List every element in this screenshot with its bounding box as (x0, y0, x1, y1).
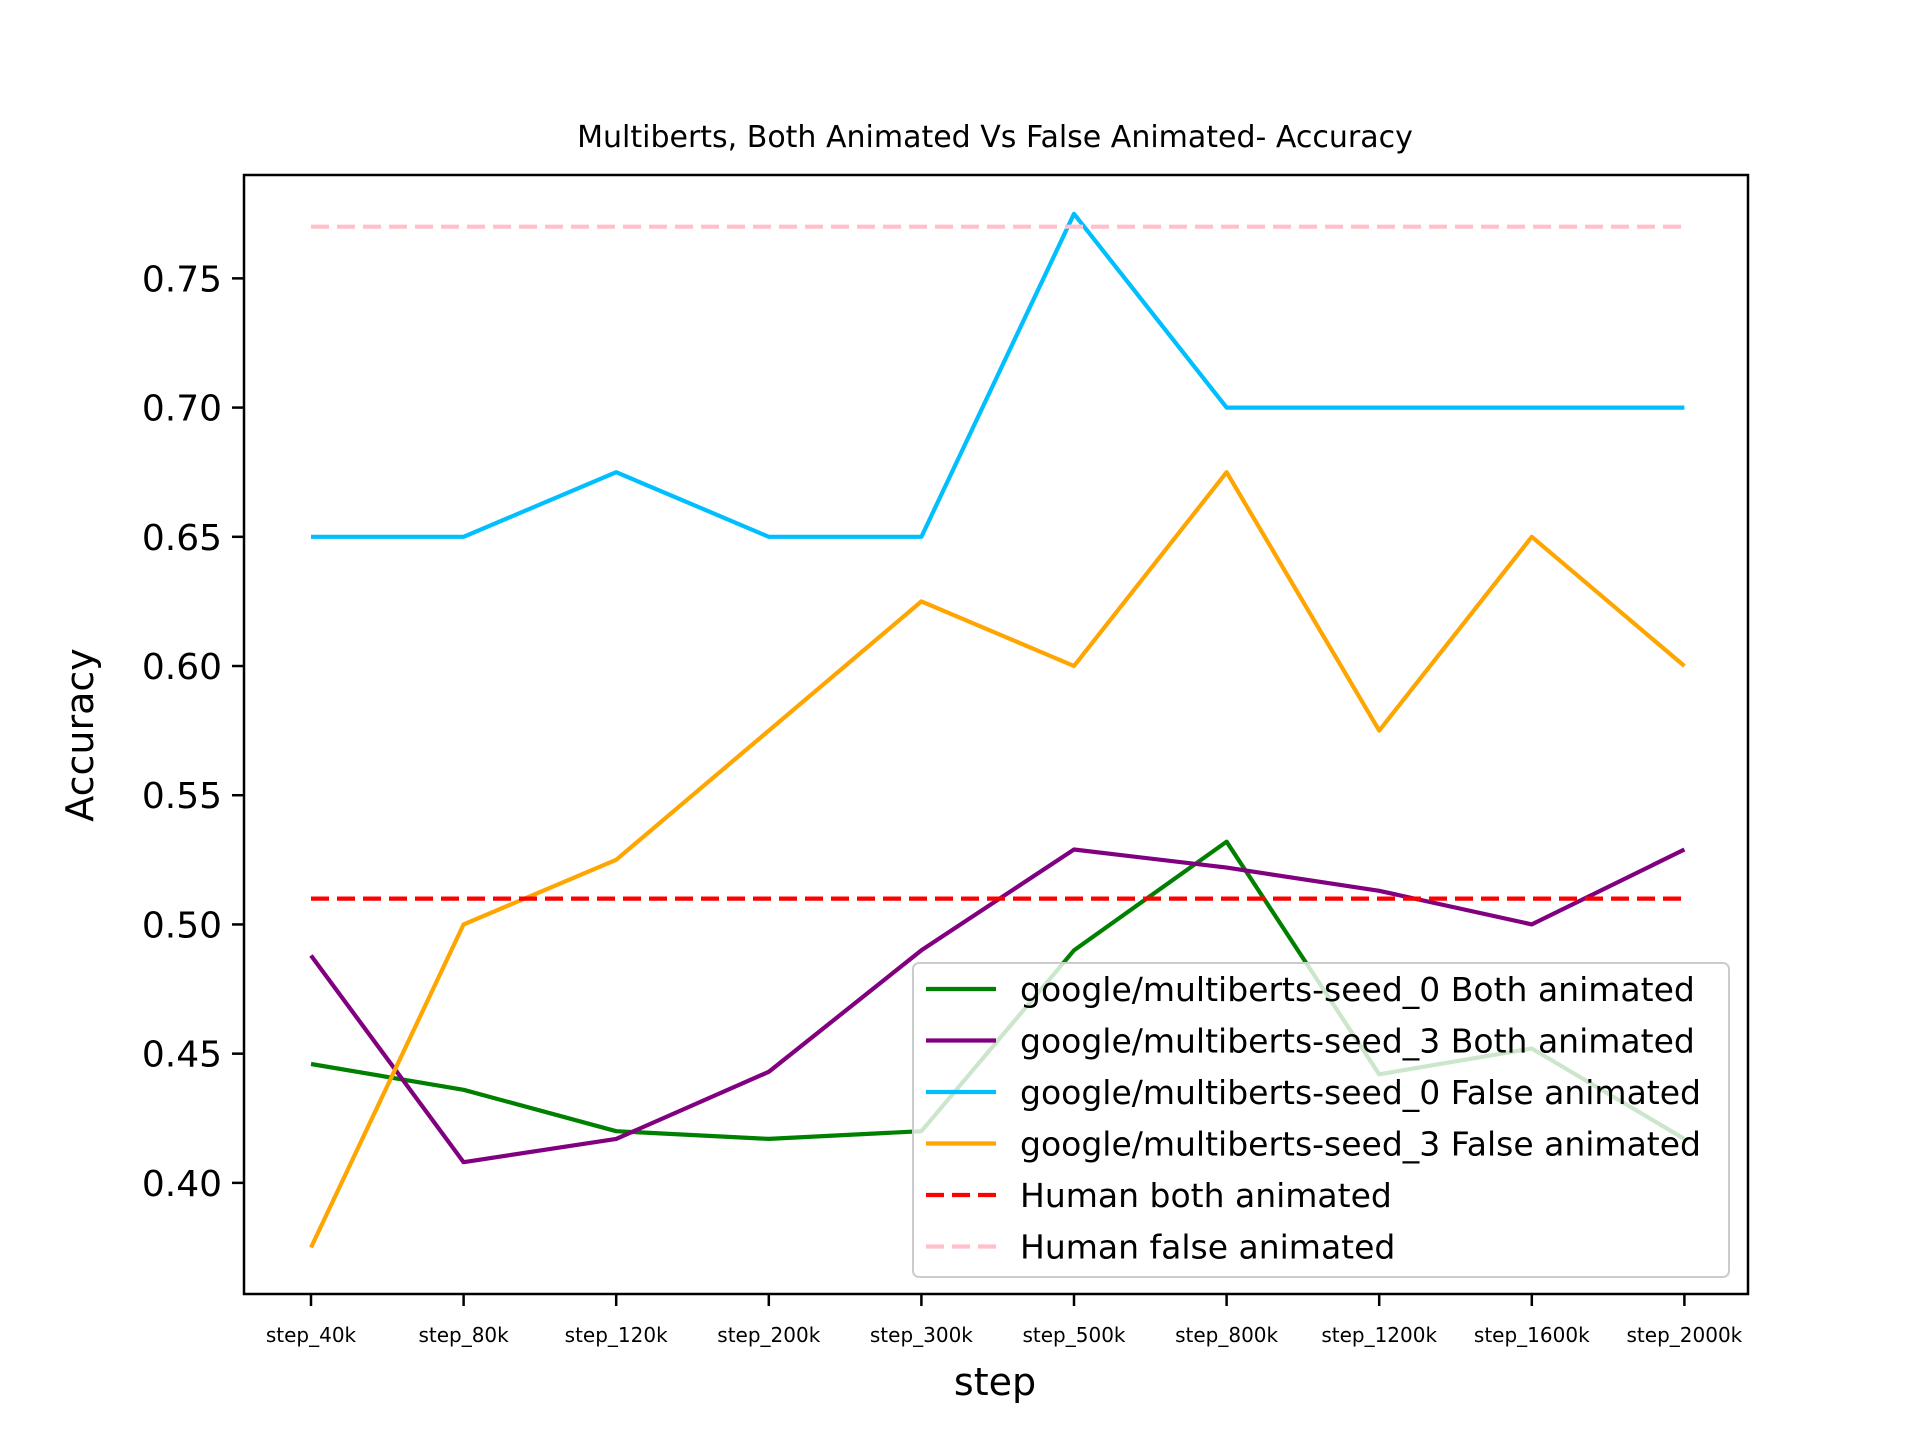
y-tick-label: 0.65 (142, 518, 222, 559)
x-tick-label: step_1200k (1321, 1323, 1437, 1347)
series-line-4 (309, 470, 1686, 1249)
legend-label: Human false animated (1020, 1228, 1395, 1267)
legend-label: Human both animated (1020, 1176, 1392, 1215)
chart-title: Multiberts, Both Animated Vs False Anima… (577, 120, 1413, 155)
x-tick-label: step_300k (870, 1323, 973, 1347)
legend-label: google/multiberts-seed_3 Both animated (1020, 1022, 1695, 1061)
x-tick-label: step_120k (565, 1323, 668, 1347)
x-tick-label: step_80k (418, 1323, 509, 1347)
legend-box (912, 962, 1730, 1278)
y-tick-label: 0.70 (142, 389, 222, 430)
x-tick-label: step_2000k (1627, 1323, 1743, 1347)
y-tick-label: 0.50 (142, 905, 222, 946)
series-line-3 (311, 211, 1685, 539)
x-axis: step_40k step_80k step_120k step_200k step_3… (266, 1294, 1743, 1347)
x-axis-label: step (954, 1360, 1036, 1404)
y-axis-label: Accuracy (58, 648, 102, 822)
x-tick-label: step_200k (717, 1323, 820, 1347)
x-tick-label: step_40k (266, 1323, 357, 1347)
legend-label: google/multiberts-seed_0 Both animated (1020, 970, 1695, 1009)
legend: google/multiberts-seed_0 Both animated go… (912, 962, 1730, 1278)
y-axis: 0.40 0.45 0.50 0.55 0.60 0.65 0.70 0.75 (142, 259, 244, 1205)
legend-label: google/multiberts-seed_0 False animated (1020, 1073, 1701, 1112)
x-tick-label: step_1600k (1474, 1323, 1590, 1347)
y-tick-label: 0.40 (142, 1164, 222, 1205)
x-tick-label: step_800k (1175, 1323, 1278, 1347)
legend-label: google/multiberts-seed_3 False animated (1020, 1125, 1701, 1164)
y-tick-label: 0.55 (142, 776, 222, 817)
plot-frame (242, 173, 1750, 1296)
y-tick-label: 0.75 (142, 259, 222, 300)
plot-area (242, 173, 1750, 1296)
y-tick-label: 0.45 (142, 1035, 222, 1076)
x-tick-label: step_500k (1022, 1323, 1125, 1347)
y-tick-label: 0.60 (142, 647, 222, 688)
